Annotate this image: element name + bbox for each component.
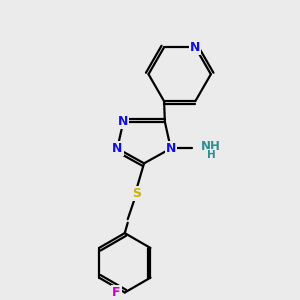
Text: S: S bbox=[132, 187, 141, 200]
Text: N: N bbox=[112, 142, 122, 155]
Text: F: F bbox=[112, 286, 121, 299]
Text: N: N bbox=[190, 41, 200, 54]
Text: H: H bbox=[207, 150, 216, 160]
Text: NH: NH bbox=[200, 140, 220, 153]
Text: N: N bbox=[118, 115, 128, 128]
Text: N: N bbox=[166, 142, 176, 155]
